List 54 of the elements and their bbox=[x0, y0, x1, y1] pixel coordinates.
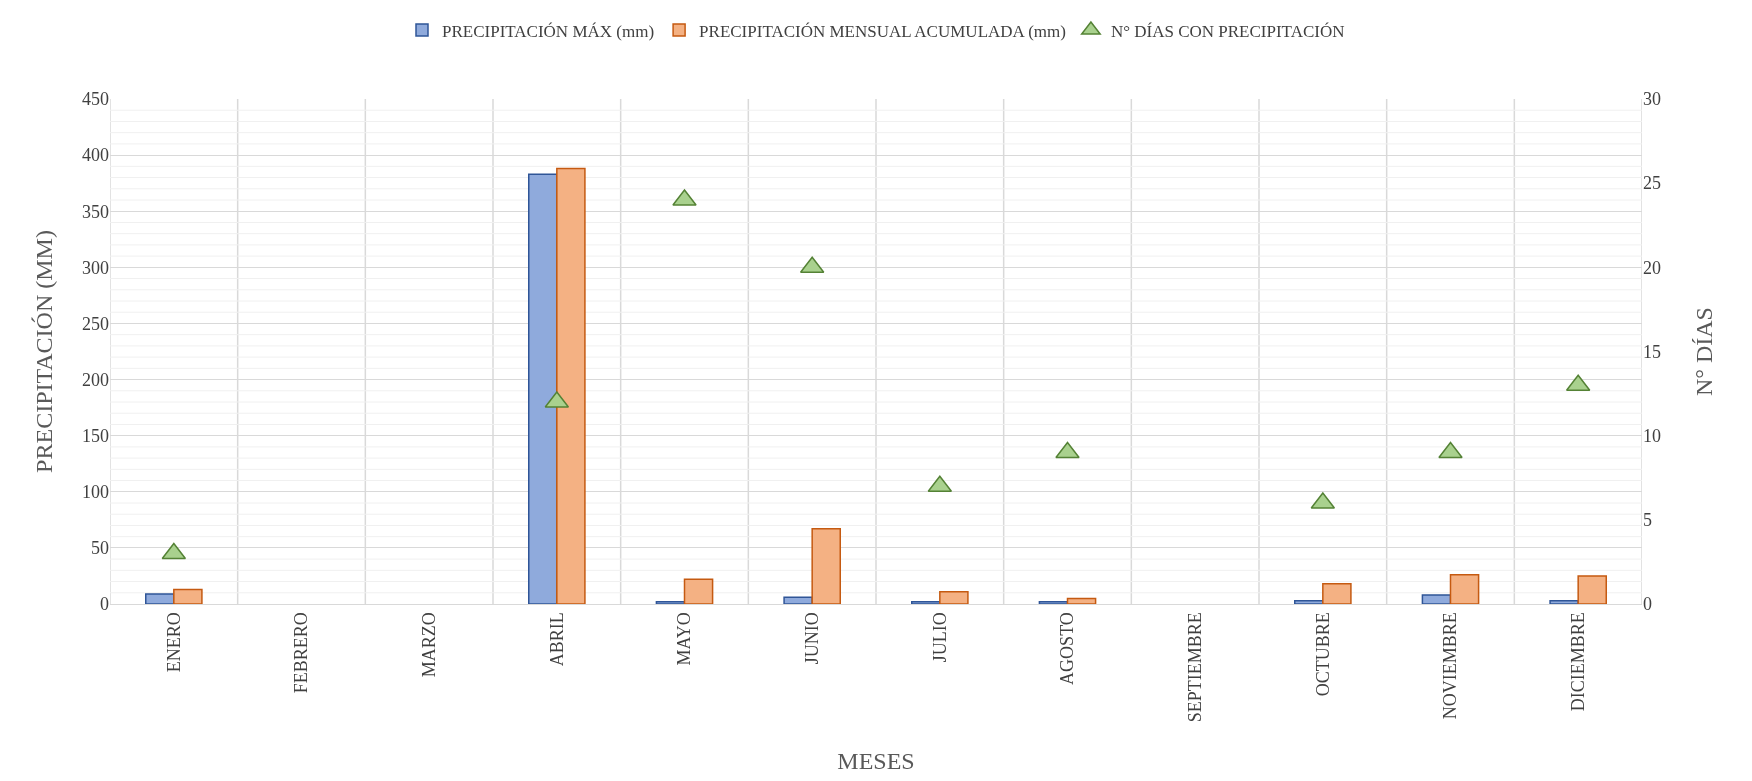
x-tick-label: JULIO bbox=[929, 612, 950, 663]
y-tick-label: 450 bbox=[82, 89, 109, 110]
bar bbox=[1549, 599, 1579, 604]
x-tick-label: AGOSTO bbox=[1057, 612, 1078, 685]
y2-axis-title: N° DÍAS bbox=[1691, 307, 1717, 396]
bar bbox=[1577, 575, 1607, 604]
x-tick-label: ENERO bbox=[163, 612, 184, 673]
bar bbox=[683, 578, 714, 604]
legend-label: PRECIPITACIÓN MENSUAL ACUMULADA (mm) bbox=[699, 21, 1066, 41]
y2-tick-label: 25 bbox=[1643, 173, 1661, 194]
legend-label: N° DÍAS CON PRECIPITACIÓN bbox=[1110, 21, 1345, 41]
x-tick-label: ABRIL bbox=[546, 612, 567, 667]
y2-tick-label: 0 bbox=[1643, 594, 1652, 615]
x-tick-label: OCTUBRE bbox=[1312, 612, 1333, 697]
legend-label: PRECIPITACIÓN MÁX (mm) bbox=[442, 21, 655, 41]
y-tick-label: 400 bbox=[82, 145, 109, 166]
bar bbox=[1322, 583, 1352, 604]
bar bbox=[1421, 594, 1452, 604]
y2-tick-label: 15 bbox=[1643, 341, 1661, 362]
x-tick-label: MAYO bbox=[674, 612, 695, 666]
y2-tick-label: 20 bbox=[1643, 257, 1661, 278]
y-tick-label: 0 bbox=[100, 594, 109, 615]
y-axis-title: PRECIPITACIÓN (MM) bbox=[31, 230, 57, 473]
bar bbox=[655, 601, 686, 604]
x-axis-title: MESES bbox=[837, 747, 915, 774]
bar bbox=[811, 528, 841, 604]
bar bbox=[1294, 599, 1324, 604]
bar bbox=[556, 167, 586, 604]
bar bbox=[1038, 601, 1069, 604]
bar bbox=[911, 601, 941, 604]
y-tick-label: 150 bbox=[82, 425, 109, 446]
y-tick-label: 300 bbox=[82, 257, 109, 278]
y-tick-label: 200 bbox=[82, 369, 109, 390]
x-tick-label: FEBRERO bbox=[291, 612, 312, 694]
bar bbox=[528, 173, 558, 604]
x-tick-label: MARZO bbox=[419, 612, 440, 678]
bar bbox=[145, 593, 175, 604]
x-tick-label: SEPTIEMBRE bbox=[1185, 612, 1206, 723]
x-tick-label: DICIEMBRE bbox=[1568, 612, 1589, 712]
bar bbox=[173, 588, 203, 604]
y-tick-label: 50 bbox=[91, 538, 109, 559]
bar bbox=[1449, 574, 1480, 604]
y2-tick-label: 5 bbox=[1643, 510, 1652, 531]
point bbox=[1055, 441, 1080, 459]
bar bbox=[939, 590, 969, 604]
x-tick-label: NOVIEMBRE bbox=[1440, 612, 1461, 720]
y-tick-label: 350 bbox=[82, 201, 109, 222]
y-tick-label: 250 bbox=[82, 313, 109, 334]
y-tick-label: 100 bbox=[82, 482, 109, 503]
y2-tick-label: 30 bbox=[1643, 89, 1661, 110]
y2-tick-label: 10 bbox=[1643, 425, 1661, 446]
x-tick-label: JUNIO bbox=[802, 612, 823, 665]
point bbox=[1438, 441, 1463, 459]
bar bbox=[1066, 597, 1097, 604]
